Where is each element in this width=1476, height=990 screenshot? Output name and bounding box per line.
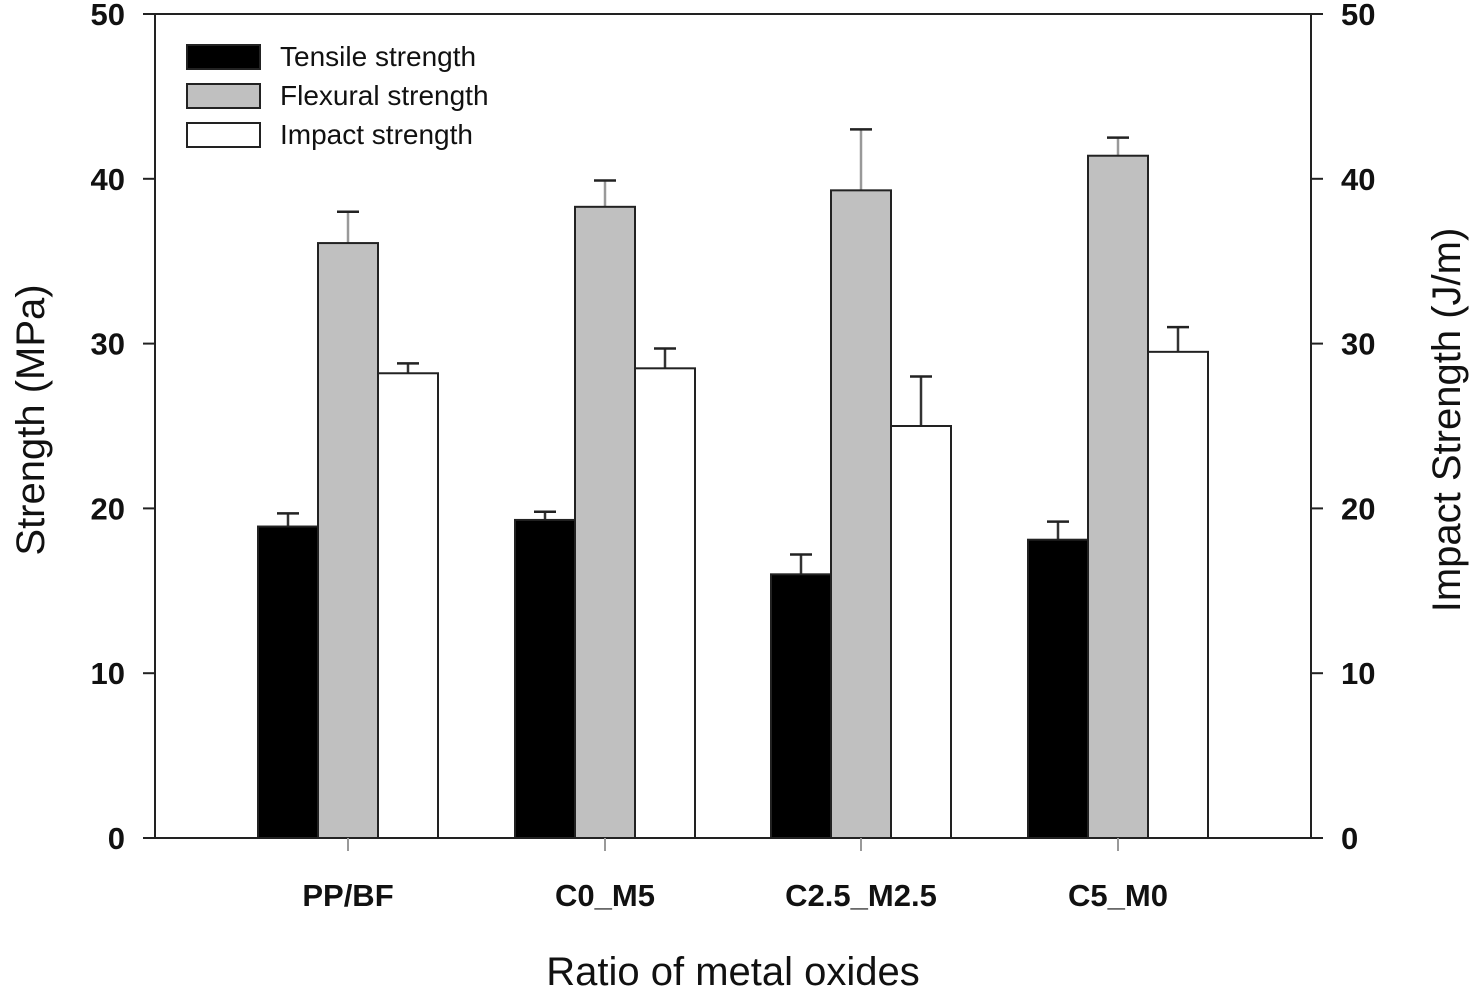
x-tick-label: C0_M5	[555, 878, 655, 913]
y2-tick-label: 0	[1341, 821, 1358, 856]
y-tick-label: 20	[91, 491, 125, 526]
y-tick-label: 30	[91, 327, 125, 362]
y2-tick-label: 40	[1341, 162, 1375, 197]
bar-impact-strength	[377, 372, 439, 839]
bars-layer	[257, 128, 1209, 840]
x-tick-label: C5_M0	[1068, 878, 1168, 913]
y-tick-label: 10	[91, 656, 125, 691]
y2-tick-label: 50	[1341, 0, 1375, 32]
bar-flexural-strength	[317, 242, 379, 839]
bar-tensile-strength	[1027, 538, 1089, 839]
bar-impact-strength	[890, 425, 952, 839]
x-tick-label: C2.5_M2.5	[785, 878, 937, 913]
y-tick-label: 0	[108, 821, 125, 856]
legend-swatch	[186, 83, 261, 109]
y-tick-label: 40	[91, 162, 125, 197]
bar-tensile-strength	[257, 525, 319, 839]
legend-label: Flexural strength	[280, 80, 489, 111]
y-axis-title: Strength (MPa)	[9, 284, 53, 555]
x-axis-title: Ratio of metal oxides	[546, 950, 920, 990]
y2-tick-label: 30	[1341, 327, 1375, 362]
legend-swatch	[186, 44, 261, 70]
y2-axis-title: Impact Strength (J/m)	[1425, 228, 1469, 613]
bar-flexural-strength	[1087, 154, 1149, 839]
bar-tensile-strength	[770, 573, 832, 839]
legend-label: Impact strength	[280, 119, 473, 150]
legend: Tensile strength Flexural strength Impact …	[186, 41, 489, 150]
y2-tick-label: 10	[1341, 656, 1375, 691]
legend-label: Tensile strength	[280, 41, 476, 72]
legend-swatch	[186, 122, 261, 148]
y-tick-label: 50	[91, 0, 125, 32]
bar-impact-strength	[634, 367, 696, 839]
x-tick-label: PP/BF	[302, 878, 393, 913]
y2-tick-label: 20	[1341, 491, 1375, 526]
bar-flexural-strength	[830, 189, 892, 839]
bar-impact-strength	[1147, 350, 1209, 839]
bar-tensile-strength	[514, 518, 576, 839]
bar-flexural-strength	[574, 205, 636, 840]
axes-layer: 0 10 20 30 40 50 0 10 20 30 40 50 PP/BF C0_M5 C2.5_M2.…	[91, 0, 1376, 913]
